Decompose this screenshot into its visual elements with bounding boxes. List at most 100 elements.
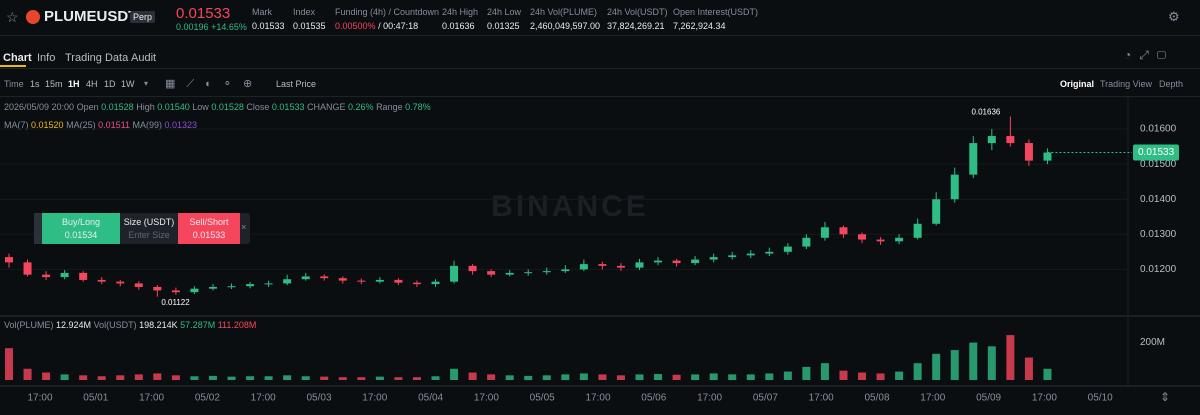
stat-label: Index bbox=[293, 7, 316, 17]
volume-bar bbox=[765, 373, 774, 380]
stat-value-text: 37,824,269.21 bbox=[607, 21, 665, 31]
candle-body bbox=[468, 265, 477, 272]
drag-handle[interactable] bbox=[34, 213, 42, 244]
view-option[interactable]: Original bbox=[1060, 79, 1095, 89]
ohlc-value: 0.01528 bbox=[211, 102, 244, 112]
stat-value: 0.01533 bbox=[252, 21, 285, 31]
x-tick-label: 05/10 bbox=[1088, 393, 1113, 404]
ohlc-label: CHANGE bbox=[306, 102, 346, 112]
volume-bar bbox=[969, 342, 978, 380]
candle-body bbox=[116, 281, 125, 284]
volume-extra: 57.287M bbox=[180, 320, 216, 330]
x-tick-label: 17:00 bbox=[139, 393, 164, 404]
view-option[interactable]: Depth bbox=[1159, 79, 1184, 89]
candle-body bbox=[264, 283, 273, 285]
candle-body bbox=[153, 286, 162, 291]
countdown: / 00:47:18 bbox=[378, 21, 419, 31]
stat-value: 7,262,924.34 bbox=[673, 21, 726, 31]
candle-body bbox=[5, 257, 13, 263]
size-input[interactable]: Size (USDT) Enter Size bbox=[120, 213, 178, 244]
interval[interactable]: 1D bbox=[104, 79, 116, 89]
change: 0.00196 bbox=[176, 22, 209, 32]
candle-body bbox=[654, 260, 663, 263]
interval[interactable]: 1H bbox=[68, 79, 80, 89]
stat-value-text: 0.00500% bbox=[335, 21, 376, 31]
candle-body bbox=[858, 234, 867, 240]
ohlc-value: 0.01533 bbox=[271, 102, 305, 112]
high-annotation: 0.01636 bbox=[971, 108, 1000, 117]
candle-body bbox=[950, 174, 959, 200]
scale-icon[interactable]: ⇕ bbox=[1160, 390, 1171, 404]
ma-label: MA(25) bbox=[66, 120, 96, 130]
size-placeholder: Enter Size bbox=[128, 230, 170, 240]
buy-button[interactable]: Buy/Long 0.01534 bbox=[42, 213, 120, 244]
candle-body bbox=[913, 223, 922, 238]
ohlc-label: High bbox=[136, 102, 155, 112]
candle-body bbox=[246, 284, 255, 287]
volume-bar bbox=[895, 371, 904, 380]
candle-body bbox=[134, 283, 143, 287]
stat-value-text: 0.01636 bbox=[442, 21, 475, 31]
candle-body bbox=[97, 279, 106, 282]
divider bbox=[0, 96, 1200, 97]
volume-bar bbox=[542, 375, 551, 380]
candle-body bbox=[820, 227, 829, 238]
candle-body bbox=[227, 286, 236, 288]
tab[interactable]: Audit bbox=[131, 52, 157, 64]
stat-value: 0.01535 bbox=[293, 21, 326, 31]
volume-tick-label: 200M bbox=[1140, 337, 1165, 348]
coin-logo bbox=[26, 10, 40, 24]
chart-icons[interactable]: ◔⤢▢ bbox=[1124, 48, 1174, 62]
x-tick-label: 05/05 bbox=[530, 393, 555, 404]
price-type[interactable]: Last Price bbox=[276, 79, 317, 89]
favorite-star[interactable]: ☆ bbox=[6, 9, 19, 25]
settings-icon[interactable]: ⚙ bbox=[1168, 9, 1180, 24]
volume-bar bbox=[23, 368, 32, 380]
candle-body bbox=[357, 280, 366, 282]
volume-bar bbox=[375, 376, 384, 380]
y-tick-label: 0.01300 bbox=[1140, 229, 1177, 240]
tab[interactable]: Info bbox=[37, 52, 56, 64]
volume-bar bbox=[561, 374, 570, 380]
interval-dropdown[interactable]: ▾ bbox=[144, 79, 149, 88]
stat-value-text: 7,262,924.34 bbox=[673, 21, 726, 31]
volume-info: Vol(PLUME) 12.924M Vol(USDT) 198.214K 57… bbox=[4, 320, 256, 330]
volume-bar bbox=[876, 373, 885, 380]
volume-bar bbox=[728, 374, 737, 380]
sell-button[interactable]: Sell/Short 0.01533 bbox=[178, 213, 240, 244]
interval[interactable]: 4H bbox=[86, 79, 98, 89]
tab[interactable]: Trading Data bbox=[65, 52, 129, 64]
interval[interactable]: 1s bbox=[30, 79, 40, 89]
stat-value: 0.00500% / 00:47:18 bbox=[335, 21, 418, 31]
candle-body bbox=[691, 259, 700, 264]
candle-body bbox=[208, 286, 217, 289]
volume-bar bbox=[579, 373, 588, 380]
interval[interactable]: 1W bbox=[121, 79, 135, 89]
candle-body bbox=[969, 143, 978, 175]
volume-bar bbox=[802, 366, 811, 380]
interval[interactable]: 15m bbox=[45, 79, 63, 89]
tab[interactable]: Chart bbox=[3, 52, 32, 64]
stat-value-text: 0.01325 bbox=[487, 21, 520, 31]
divider bbox=[0, 68, 1200, 69]
stat-value: 37,824,269.21 bbox=[607, 21, 665, 31]
candle-body bbox=[783, 246, 792, 252]
symbol[interactable]: PLUMEUSDT bbox=[44, 8, 138, 25]
candle-body bbox=[709, 257, 718, 260]
tool-icons[interactable]: ▦⟋◐⚬⊕ bbox=[165, 78, 264, 90]
candle-body bbox=[171, 290, 180, 293]
candle-body bbox=[320, 276, 329, 279]
candle-body bbox=[839, 227, 848, 235]
volume-bar bbox=[487, 374, 496, 380]
x-tick-label: 05/04 bbox=[418, 393, 443, 404]
change-pct: +14.65% bbox=[211, 22, 247, 32]
stat-value: 0.01325 bbox=[487, 21, 520, 31]
ohlc-label: Low bbox=[192, 102, 209, 112]
view-option[interactable]: Trading View bbox=[1100, 79, 1153, 89]
candle-body bbox=[765, 251, 774, 254]
candle-body bbox=[524, 272, 533, 274]
x-tick-label: 17:00 bbox=[920, 393, 945, 404]
stat-label: Funding (4h) / Countdown bbox=[335, 7, 440, 17]
candle-body bbox=[338, 278, 347, 281]
close-widget[interactable]: × bbox=[241, 222, 247, 232]
